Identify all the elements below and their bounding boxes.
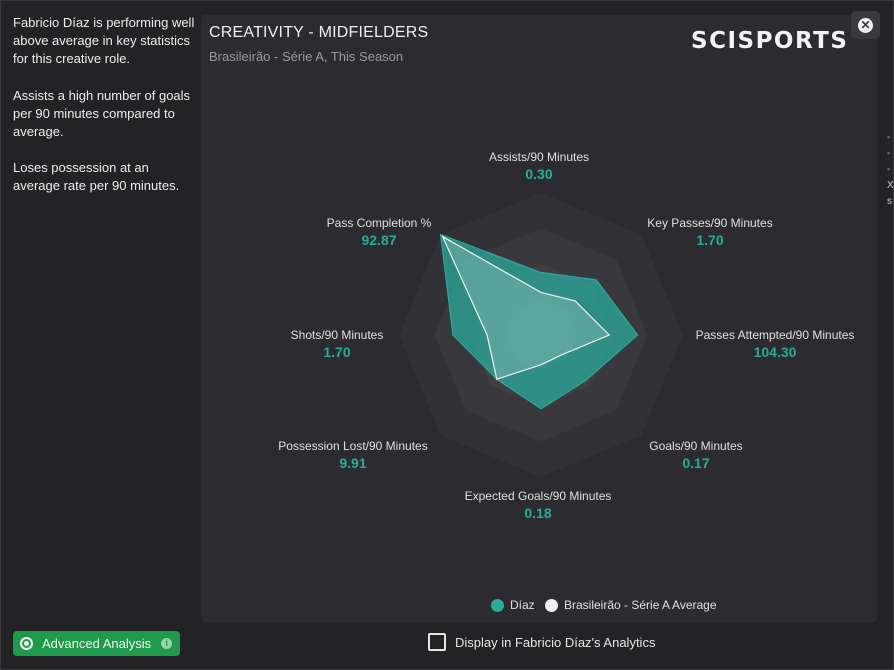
advanced-analysis-label: Advanced Analysis bbox=[42, 636, 152, 651]
scisports-logo: SCISPORTS bbox=[691, 28, 849, 54]
insights-sidebar: Fabricio Díaz is performing well above a… bbox=[0, 0, 200, 670]
axis-label: Assists/90 Minutes bbox=[488, 150, 590, 164]
axis-value: 0.30 bbox=[525, 166, 553, 182]
axis-label: Possession Lost/90 Minutes bbox=[278, 439, 428, 453]
chart-panel: CREATIVITY - MIDFIELDERS Brasileirão - S… bbox=[201, 15, 877, 622]
chart-title: CREATIVITY - MIDFIELDERS bbox=[209, 24, 429, 41]
legend-item-average: Brasileirão - Série A Average bbox=[545, 598, 717, 612]
info-icon[interactable]: i bbox=[161, 638, 173, 649]
checkbox[interactable] bbox=[428, 633, 446, 651]
axis-value: 0.17 bbox=[682, 455, 710, 471]
chart-subtitle: Brasileirão - Série A, This Season bbox=[209, 49, 404, 64]
edge-marks: - - - X s bbox=[887, 132, 894, 207]
target-icon bbox=[20, 637, 33, 650]
display-label: Display in Fabricio Díaz's Analytics bbox=[455, 634, 656, 650]
axis-value: 1.70 bbox=[323, 344, 351, 360]
display-in-analytics-toggle[interactable]: Display in Fabricio Díaz's Analytics bbox=[428, 633, 655, 651]
axis-label: Expected Goals/90 Minutes bbox=[464, 489, 612, 503]
axis-label: Shots/90 Minutes bbox=[290, 328, 384, 342]
axis-value: 1.70 bbox=[696, 232, 724, 248]
axis-value: 92.87 bbox=[361, 232, 397, 248]
axis-label: Goals/90 Minutes bbox=[649, 439, 743, 453]
legend-label: Brasileirão - Série A Average bbox=[564, 598, 717, 612]
axis-value: 0.18 bbox=[524, 505, 552, 521]
series-polygon-average bbox=[441, 235, 611, 380]
series-polygon-diaz bbox=[439, 233, 639, 410]
legend-item-diaz: Díaz bbox=[491, 598, 535, 612]
axis-label: Passes Attempted/90 Minutes bbox=[695, 328, 855, 342]
legend-dot-icon bbox=[491, 598, 504, 612]
axis-label: Key Passes/90 Minutes bbox=[647, 216, 773, 230]
close-button[interactable]: ✕ bbox=[851, 11, 880, 39]
close-icon: ✕ bbox=[858, 17, 873, 33]
insight-text: Fabricio Díaz is performing well above a… bbox=[13, 15, 195, 66]
radar-chart bbox=[399, 193, 683, 477]
legend-label: Díaz bbox=[510, 598, 535, 612]
axis-value: 9.91 bbox=[339, 455, 367, 471]
legend-dot-icon bbox=[545, 598, 558, 612]
advanced-analysis-button[interactable]: Advanced Analysis i bbox=[13, 631, 180, 656]
axis-label: Pass Completion % bbox=[326, 216, 432, 230]
insight-text: Assists a high number of goals per 90 mi… bbox=[13, 88, 191, 139]
insight-text: Loses possession at an average rate per … bbox=[13, 160, 180, 193]
axis-value: 104.30 bbox=[753, 344, 797, 360]
